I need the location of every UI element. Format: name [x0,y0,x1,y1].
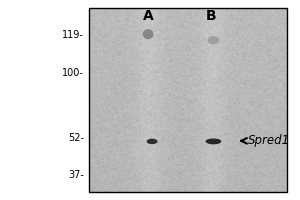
Bar [89,8,287,192]
Text: 100-: 100- [62,68,84,78]
Ellipse shape [208,36,219,44]
Text: Spred1: Spred1 [248,134,290,147]
Ellipse shape [206,138,221,144]
Text: 37-: 37- [68,170,84,180]
Text: 52-: 52- [68,133,84,143]
Ellipse shape [143,29,154,39]
Text: 119-: 119- [62,30,84,40]
Ellipse shape [147,139,158,144]
Text: A: A [143,9,154,23]
Text: B: B [206,9,217,23]
